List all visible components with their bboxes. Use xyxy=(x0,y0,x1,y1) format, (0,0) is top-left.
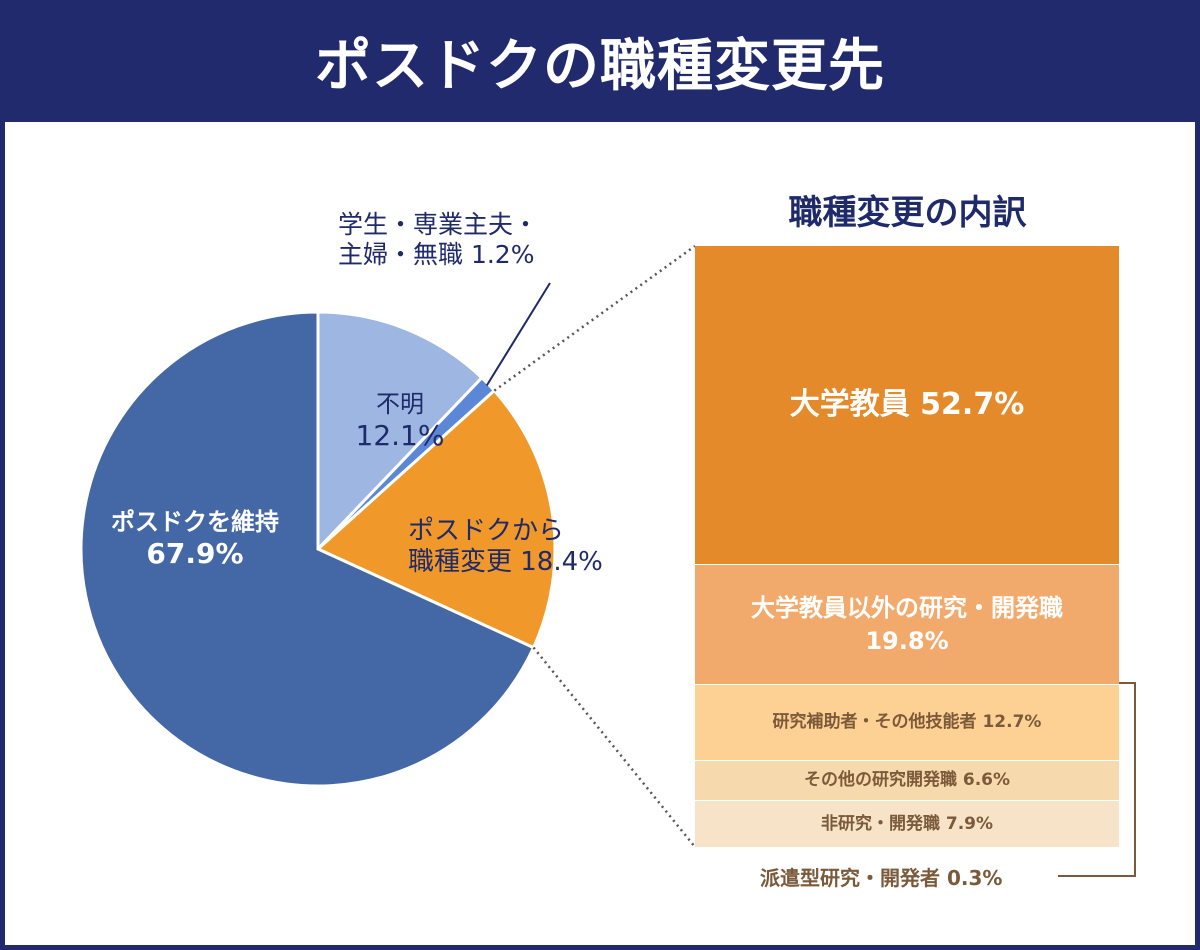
segment-non-research-label: 非研究・開発職 7.9% xyxy=(820,813,994,834)
pie-slice-change xyxy=(315,388,557,650)
pie-slice-unknown xyxy=(316,310,484,553)
dispatch-bracket xyxy=(1058,682,1136,877)
change-label-line2: 職種変更 18.4% xyxy=(408,547,603,578)
segment-other-research-dev-label: 大学教員以外の研究・開発職 xyxy=(751,594,1063,623)
connector-bottom xyxy=(532,646,696,848)
unknown-label: 不明 12.1% xyxy=(330,390,470,452)
dispatch-label: 派遣型研究・開発者 0.3% xyxy=(760,866,1003,890)
unknown-label-value: 12.1% xyxy=(355,418,445,452)
pie-slice-maintain xyxy=(79,310,536,788)
segment-university-faculty-label: 大学教員 52.7% xyxy=(789,386,1025,422)
student-label-line2: 主婦・無職 1.2% xyxy=(338,240,535,269)
unknown-label-name: 不明 xyxy=(376,390,424,418)
maintain-label: ポスドクを維持 67.9% xyxy=(80,508,310,570)
breakdown-title: 職種変更の内訳 xyxy=(788,193,1027,233)
segment-research-assistant: 研究補助者・その他技能者 12.7% xyxy=(695,684,1119,760)
student-label: 学生・専業主夫・ 主婦・無職 1.2% xyxy=(338,210,598,270)
segment-other-research-dev-value: 19.8% xyxy=(865,626,949,655)
change-label-line1: ポスドクから xyxy=(408,516,565,546)
segment-university-faculty: 大学教員 52.7% xyxy=(695,246,1119,564)
segment-research-assistant-label: 研究補助者・その他技能者 12.7% xyxy=(772,712,1042,733)
student-leader-line xyxy=(485,282,551,386)
segment-other-rd: その他の研究開発職 6.6% xyxy=(695,760,1119,800)
segment-non-research: 非研究・開発職 7.9% xyxy=(695,800,1119,847)
segment-other-research-dev: 大学教員以外の研究・開発職 19.8% xyxy=(695,564,1119,684)
maintain-label-name: ポスドクを維持 xyxy=(111,508,279,536)
segment-other-rd-label: その他の研究開発職 6.6% xyxy=(803,770,1011,791)
page-title: ポスドクの職種変更先 xyxy=(0,0,1200,122)
student-label-line1: 学生・専業主夫・ xyxy=(338,210,539,239)
change-label: ポスドクから 職種変更 18.4% xyxy=(408,516,668,578)
maintain-label-value: 67.9% xyxy=(146,536,244,570)
